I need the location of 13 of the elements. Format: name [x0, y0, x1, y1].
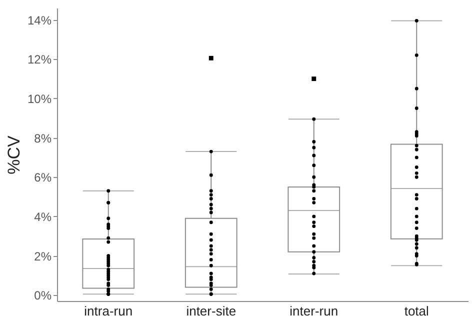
y-tick-label: 12%: [27, 52, 52, 67]
x-tick-label: intra-run: [84, 304, 133, 318]
y-tick-label: 4%: [34, 210, 52, 224]
x-tick-label: inter-run: [290, 304, 338, 318]
y-tick-label: 6%: [34, 170, 52, 185]
x-tick-label: inter-site: [186, 304, 236, 318]
y-axis-title: %CV: [4, 134, 24, 174]
y-tick-label: 0%: [34, 288, 52, 303]
y-tick-label: 8%: [34, 131, 52, 146]
y-tick-label: 2%: [34, 249, 52, 264]
y-tick-label: 14%: [27, 13, 52, 28]
y-tick-label: 10%: [27, 92, 52, 106]
x-tick-label: total: [404, 304, 430, 318]
